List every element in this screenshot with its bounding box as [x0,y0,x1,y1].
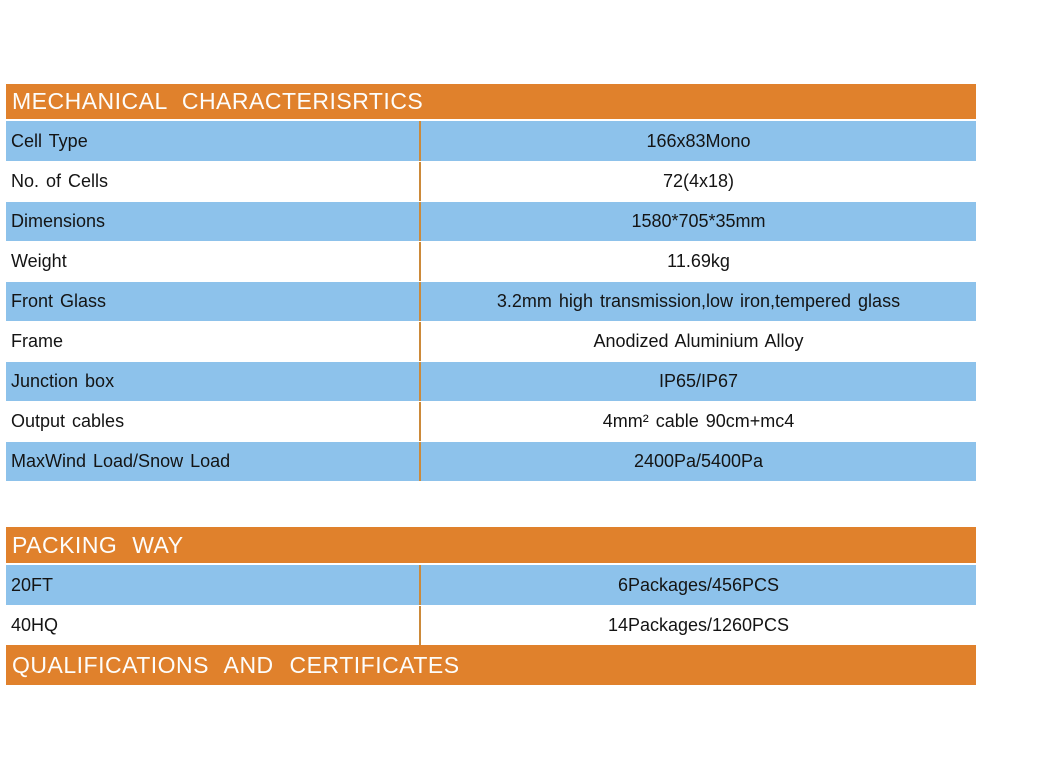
table-row: MaxWind Load/Snow Load 2400Pa/5400Pa [6,441,976,481]
packing-way-table: PACKING WAY 20FT 6Packages/456PCS 40HQ 1… [6,527,976,685]
table-row: No. of Cells 72(4x18) [6,161,976,201]
table-row: Dimensions 1580*705*35mm [6,201,976,241]
row-value: 1580*705*35mm [631,211,766,231]
table-row: Junction box IP65/IP67 [6,361,976,401]
row-label: MaxWind Load/Snow Load [6,442,421,481]
row-label: Front Glass [6,282,421,321]
row-value: 14Packages/1260PCS [607,615,790,635]
row-value: 72(4x18) [662,171,735,191]
row-value: 6Packages/456PCS [617,574,780,595]
table-row: Frame Anodized Aluminium Alloy [6,321,976,361]
row-value: 3.2mm high transmission,low iron,tempere… [496,291,901,311]
row-label: Dimensions [6,202,421,241]
table-row: 20FT 6Packages/456PCS [6,565,976,605]
mechanical-characteristics-table: MECHANICAL CHARACTERISRTICS Cell Type 16… [6,84,976,481]
table-row: Front Glass 3.2mm high transmission,low … [6,281,976,321]
row-label: Cell Type [6,121,421,161]
row-value: IP65/IP67 [658,371,739,391]
packing-section-header: PACKING WAY [6,527,976,563]
qualifications-section-header: QUALIFICATIONS AND CERTIFICATES [6,645,976,685]
row-label: Output cables [6,402,421,441]
row-label: 40HQ [6,606,421,645]
table-row: Cell Type 166x83Mono [6,121,976,161]
row-value: 166x83Mono [646,130,751,151]
row-value: Anodized Aluminium Alloy [593,331,804,351]
row-label: Frame [6,322,421,361]
table-row: Weight 11.69kg [6,241,976,281]
row-label: No. of Cells [6,162,421,201]
row-label: 20FT [6,565,421,605]
table-row: Output cables 4mm² cable 90cm+mc4 [6,401,976,441]
row-label: Junction box [6,362,421,401]
row-value: 2400Pa/5400Pa [633,451,764,471]
mechanical-section-header: MECHANICAL CHARACTERISRTICS [6,84,976,119]
row-value: 11.69kg [667,251,730,271]
row-label: Weight [6,242,421,281]
row-value: 4mm² cable 90cm+mc4 [602,411,795,431]
table-row: 40HQ 14Packages/1260PCS [6,605,976,645]
